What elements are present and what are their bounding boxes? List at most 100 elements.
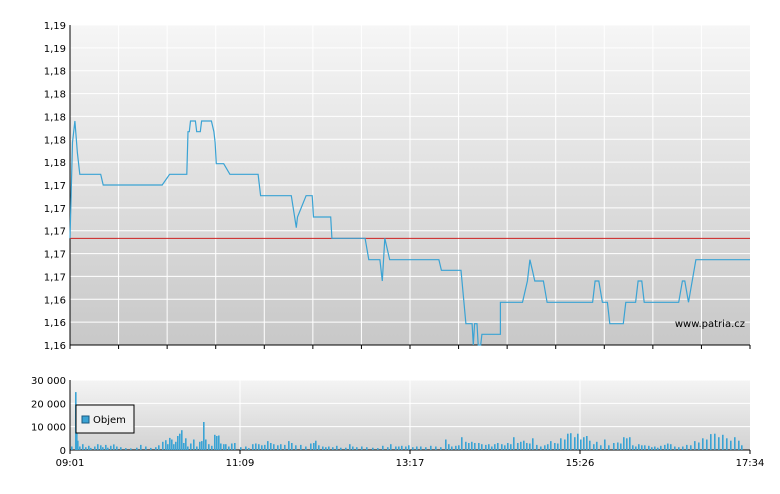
- volume-x-tick-label: 09:01: [56, 458, 85, 469]
- volume-bar: [412, 447, 414, 450]
- volume-bar: [589, 440, 591, 450]
- volume-bar: [461, 437, 463, 450]
- volume-bar: [567, 433, 569, 450]
- volume-bar: [570, 433, 572, 450]
- volume-bar: [513, 437, 515, 450]
- volume-bar: [300, 444, 302, 450]
- volume-bar: [231, 443, 233, 450]
- volume-bar: [220, 443, 222, 450]
- volume-bar: [674, 446, 676, 450]
- volume-bar: [583, 437, 585, 450]
- volume-bar: [586, 436, 588, 450]
- volume-bar: [340, 447, 342, 450]
- volume-bar: [390, 444, 392, 450]
- volume-bar: [179, 433, 181, 450]
- volume-bar: [405, 446, 407, 450]
- volume-bar: [408, 445, 410, 450]
- volume-bar: [167, 444, 169, 450]
- volume-bar: [629, 437, 631, 450]
- volume-bar: [520, 441, 522, 450]
- volume-bar: [332, 447, 334, 450]
- volume-y-tick-label: 10 000: [31, 423, 66, 434]
- volume-bar: [648, 445, 650, 450]
- price-y-tick-label: 1,19: [44, 44, 66, 55]
- volume-bar: [698, 442, 700, 450]
- volume-panel: 30 000 20 000 10 000 0 09:01 11:09 13:17 15:26…: [31, 376, 764, 469]
- volume-bar: [270, 443, 272, 450]
- price-y-tick-label: 1,18: [44, 158, 66, 169]
- volume-bar: [377, 448, 379, 450]
- volume-bar: [120, 447, 122, 450]
- volume-bar: [173, 444, 175, 450]
- volume-bar: [205, 439, 207, 450]
- volume-bar: [395, 446, 397, 450]
- volume-y-tick-label: 20 000: [31, 399, 66, 410]
- volume-bar: [366, 447, 368, 450]
- volume-x-tick-label: 13:17: [396, 458, 425, 469]
- volume-bar: [162, 441, 164, 450]
- volume-bar: [372, 447, 374, 450]
- volume-bar: [190, 443, 192, 450]
- price-y-tick-label: 1,17: [44, 204, 66, 215]
- volume-bar: [145, 446, 147, 450]
- volume-bar: [113, 444, 115, 450]
- volume-bar: [158, 445, 160, 450]
- volume-bar: [532, 438, 534, 450]
- volume-bar: [623, 437, 625, 450]
- volume-bar: [216, 436, 218, 450]
- volume-bar: [171, 439, 173, 450]
- volume-bar: [310, 443, 312, 450]
- volume-bar: [718, 437, 720, 450]
- volume-bar: [356, 447, 358, 450]
- volume-bar: [468, 443, 470, 450]
- volume-y-tick-label: 30 000: [31, 376, 66, 387]
- volume-bar: [670, 444, 672, 450]
- legend-label: Objem: [93, 415, 126, 426]
- volume-y-tick-labels: 30 000 20 000 10 000 0: [31, 376, 66, 457]
- volume-y-tick-label: 0: [60, 446, 66, 457]
- volume-bar: [471, 441, 473, 450]
- volume-bar: [430, 445, 432, 450]
- volume-bar: [501, 444, 503, 450]
- volume-bar: [440, 447, 442, 450]
- volume-bar: [223, 444, 225, 450]
- volume-bar: [291, 443, 293, 450]
- volume-bar: [401, 445, 403, 450]
- volume-bar: [420, 446, 422, 450]
- volume-bar: [547, 444, 549, 450]
- price-y-tick-labels: 1,19 1,19 1,18 1,18 1,18 1,18 1,18 1,17 1,17 1,17…: [44, 21, 66, 352]
- volume-bar: [267, 441, 269, 450]
- volume-bar: [177, 436, 179, 450]
- volume-bar: [305, 446, 307, 450]
- volume-bar: [252, 444, 254, 450]
- volume-bar: [140, 444, 142, 450]
- volume-bar: [667, 443, 669, 450]
- volume-bar: [71, 446, 73, 450]
- volume-bar: [398, 446, 400, 450]
- volume-bar: [382, 445, 384, 450]
- volume-bar: [105, 444, 107, 450]
- volume-bar: [125, 448, 127, 450]
- volume-bar: [255, 443, 257, 450]
- volume-bar: [102, 447, 104, 450]
- price-y-tick-label: 1,19: [44, 21, 66, 32]
- volume-bar: [526, 443, 528, 450]
- volume-bar: [79, 446, 81, 450]
- volume-bar: [85, 447, 87, 450]
- volume-bar: [651, 447, 653, 450]
- volume-bar: [497, 443, 499, 450]
- volume-bar: [203, 422, 205, 450]
- price-x-tick-marks: [69, 345, 751, 349]
- volume-bar: [448, 444, 450, 450]
- volume-bar: [540, 446, 542, 450]
- price-y-tick-label: 1,17: [44, 227, 66, 238]
- volume-bar: [474, 443, 476, 450]
- volume-bar: [608, 445, 610, 450]
- volume-bar: [577, 433, 579, 450]
- volume-bar: [738, 440, 740, 450]
- volume-bar: [458, 445, 460, 450]
- volume-bar: [240, 447, 242, 450]
- volume-bar: [185, 438, 187, 450]
- volume-bar: [313, 443, 315, 450]
